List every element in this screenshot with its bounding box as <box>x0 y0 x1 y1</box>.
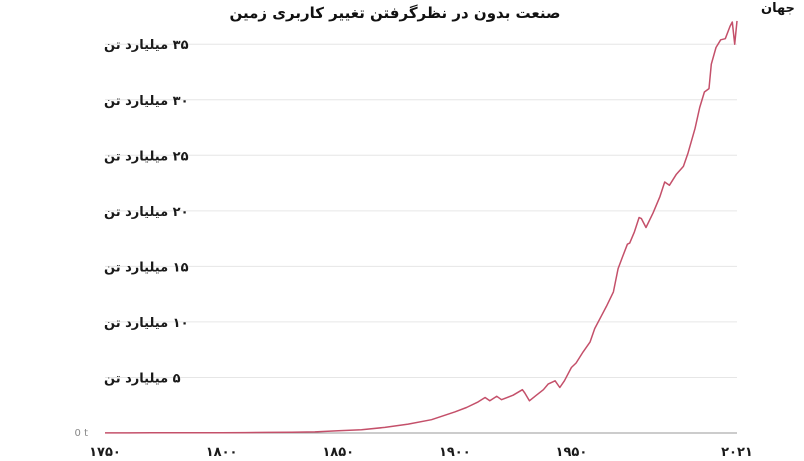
series-line <box>105 20 738 434</box>
y-tick-label: ۳۵ میلیارد تن <box>104 38 189 53</box>
grid-layer <box>105 43 737 434</box>
x-tick-label: ۱۷۵۰ <box>89 445 121 460</box>
y-tick-label: ۳۰ میلیارد تن <box>104 94 189 109</box>
x-tick-label: ۱۹۰۰ <box>439 445 471 460</box>
series-layer <box>105 20 738 434</box>
x-tick-label: ۱۸۰۰ <box>206 445 238 460</box>
y-tick-label: ۲۵ میلیارد تن <box>104 149 189 164</box>
y-tick-label: ۱۵ میلیارد تن <box>104 260 189 275</box>
x-tick-label: ۱۹۵۰ <box>556 445 588 460</box>
chart-title: صنعت بدون در نظرگرفتن تغییر کاربری زمین <box>229 4 560 22</box>
y-tick-label: ۲۰ میلیارد تن <box>104 205 189 220</box>
x-tick-label: ۲۰۲۱ <box>721 445 753 460</box>
series-label: جهان <box>761 1 795 16</box>
x-axis-ticks: ۱۷۵۰ ۱۸۰۰ ۱۸۵۰ ۱۹۰۰ ۱۹۵۰ ۲۰۲۱ <box>89 445 753 460</box>
y-tick-label: ۵ میلیارد تن <box>104 371 181 386</box>
x-tick-label: ۱۸۵۰ <box>322 445 354 460</box>
y-tick-label: ۱۰ میلیارد تن <box>104 316 189 331</box>
y-axis-ticks: 0 t ۵ میلیارد تن ۱۰ میلیارد تن ۱۵ میلیارد ت… <box>75 38 189 439</box>
y-tick-label: 0 t <box>75 428 89 439</box>
